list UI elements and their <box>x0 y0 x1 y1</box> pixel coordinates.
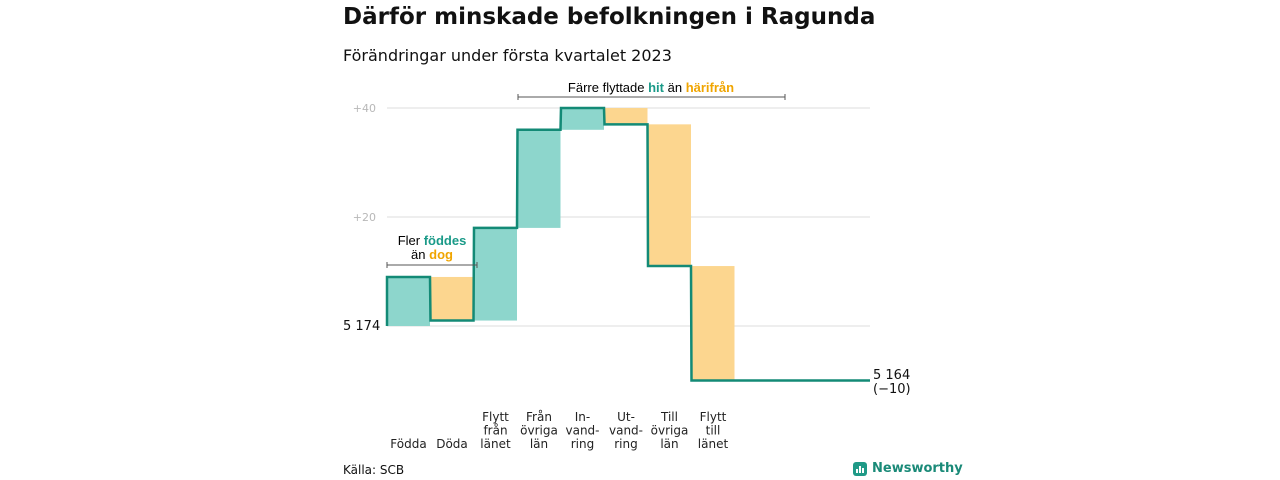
brand-name: Newsworthy <box>872 461 963 476</box>
category-label: övriga <box>651 424 689 438</box>
waterfall-bar <box>517 129 561 228</box>
step-line <box>385 106 870 382</box>
waterfall-bar <box>648 124 691 267</box>
category-label: Födda <box>390 437 426 451</box>
source-note: Källa: SCB <box>343 463 405 477</box>
category-label: länet <box>480 437 511 451</box>
births-annotation-highlight: föddes <box>424 233 467 248</box>
migration-annotation-text-a: Färre flyttade <box>568 80 648 95</box>
category-label: vand- <box>609 424 643 438</box>
category-label: länet <box>698 437 729 451</box>
svg-text:Färre flyttade hit än härifrån: Färre flyttade hit än härifrån <box>568 80 734 95</box>
category-label: län <box>660 437 678 451</box>
category-label: Från <box>526 410 552 424</box>
category-label: In- <box>575 410 590 424</box>
category-label: från <box>483 424 507 438</box>
deaths-annotation-highlight: dog <box>429 247 453 262</box>
category-label: Döda <box>436 437 468 451</box>
category-label: Flytt <box>700 410 727 424</box>
category-label: övriga <box>520 424 558 438</box>
deaths-annotation-text: än <box>411 247 429 262</box>
migration-annotation-hit: hit <box>648 80 665 95</box>
cumulative-step-line <box>385 106 870 382</box>
category-label: ring <box>571 437 595 451</box>
bars <box>387 108 735 381</box>
waterfall-bar <box>604 108 648 125</box>
y-tick-label: +20 <box>353 211 376 224</box>
category-label: ring <box>614 437 638 451</box>
svg-text:Fler föddes: Fler föddes <box>398 233 467 248</box>
waterfall-bar <box>691 266 735 381</box>
migration-annotation-harifran: härifrån <box>686 80 734 95</box>
births-annotation: Fler föddes än dog <box>386 233 478 268</box>
end-value-label: 5 164 <box>873 368 910 383</box>
end-change-label: (−10) <box>873 382 911 397</box>
start-value-label: 5 174 <box>343 319 380 334</box>
category-label: till <box>706 424 721 438</box>
y-tick-label: +40 <box>353 102 376 115</box>
category-label: vand- <box>565 424 599 438</box>
births-annotation-text: Fler <box>398 233 424 248</box>
y-tick-labels: +20 +40 <box>353 102 376 224</box>
migration-annotation: Färre flyttade hit än härifrån <box>517 80 786 100</box>
category-label: Till <box>660 410 678 424</box>
category-label: Ut- <box>617 410 635 424</box>
waterfall-bar <box>387 276 430 326</box>
waterfall-bar <box>430 276 474 321</box>
category-labels: Födda DödaFlyttfrånlänetFrånövrigalänIn-v… <box>390 410 728 451</box>
migration-annotation-text-c: än <box>664 80 686 95</box>
newsworthy-bars-icon <box>853 461 867 476</box>
category-label: län <box>530 437 548 451</box>
waterfall-bar <box>561 108 604 130</box>
chart-title: Därför minskade befolkningen i Ragunda <box>343 4 876 30</box>
category-label: Flytt <box>482 410 509 424</box>
waterfall-bar <box>474 227 517 321</box>
svg-text:än dog: än dog <box>411 247 453 262</box>
chart-subtitle: Förändringar under första kvartalet 2023 <box>343 46 672 65</box>
newsworthy-logo: Newsworthy <box>853 461 963 476</box>
